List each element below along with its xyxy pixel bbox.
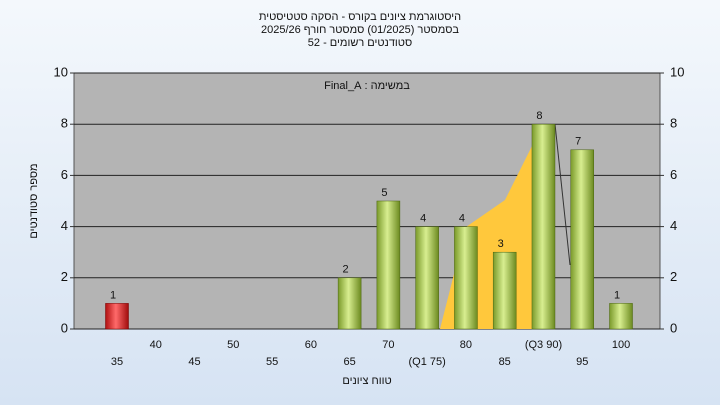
- bar: [337, 277, 362, 330]
- x-tick-label: 35: [111, 356, 123, 368]
- bar: [105, 303, 129, 330]
- x-tick-label: (Q1 75): [409, 356, 446, 368]
- y2-tick-label: 4: [670, 218, 677, 233]
- data-label: 3: [498, 238, 504, 250]
- x-tick-label: 85: [499, 356, 511, 368]
- y2-tick-label: 8: [670, 116, 677, 131]
- chart-subtitle: בסמסטר (01/2025) סמסטר חורף 2025/26: [261, 24, 459, 36]
- data-label: 8: [536, 110, 542, 122]
- x-tick-label: 70: [382, 339, 394, 351]
- x-tick-label: 65: [343, 356, 355, 368]
- y2-tick-label: 6: [670, 167, 677, 182]
- data-label: 7: [575, 136, 581, 148]
- x-tick-label: 50: [227, 339, 239, 351]
- x-tick-label: (Q3 90): [525, 339, 562, 351]
- data-label: 2: [343, 264, 349, 276]
- y-tick-label: 4: [61, 218, 68, 233]
- trend-line: [554, 123, 571, 266]
- x-tick-label: 55: [266, 356, 278, 368]
- y-tick-label: 8: [61, 116, 68, 131]
- y-tick-label: 10: [54, 64, 68, 79]
- bar: [609, 303, 633, 330]
- bar: [531, 123, 556, 330]
- y2-tick-label: 2: [670, 269, 677, 284]
- plot-area: [73, 72, 661, 330]
- bar: [492, 251, 517, 330]
- y-axis-label: מספר סטודנטים: [28, 163, 40, 238]
- chart-title: היסטוגרמת ציונים בקורס - הסקה סטטיסטית: [259, 11, 461, 23]
- data-label: 1: [614, 289, 620, 301]
- x-tick-label: 100: [612, 339, 630, 351]
- x-tick-label: 60: [305, 339, 317, 351]
- data-label: 4: [459, 213, 465, 225]
- chart-subtitle: סטודנטים רשומים - 52: [308, 37, 412, 49]
- y2-tick-label: 0: [670, 320, 677, 335]
- bar: [415, 226, 439, 330]
- x-tick-label: 80: [460, 339, 472, 351]
- x-tick-label: 45: [188, 356, 200, 368]
- data-label: 5: [381, 187, 387, 199]
- data-label: 1: [110, 289, 116, 301]
- y2-tick-label: 10: [670, 64, 684, 79]
- data-label: 4: [420, 213, 426, 225]
- bar: [376, 200, 401, 330]
- y-tick-label: 0: [61, 320, 68, 335]
- x-axis-label: טווח ציונים: [342, 375, 391, 387]
- y-tick-label: 6: [61, 167, 68, 182]
- x-tick-label: 40: [150, 339, 162, 351]
- bar: [570, 149, 594, 330]
- bar: [454, 226, 478, 330]
- x-tick-label: 95: [576, 356, 588, 368]
- y-tick-label: 2: [61, 269, 68, 284]
- annotation: במשימה : Final_A: [324, 80, 410, 92]
